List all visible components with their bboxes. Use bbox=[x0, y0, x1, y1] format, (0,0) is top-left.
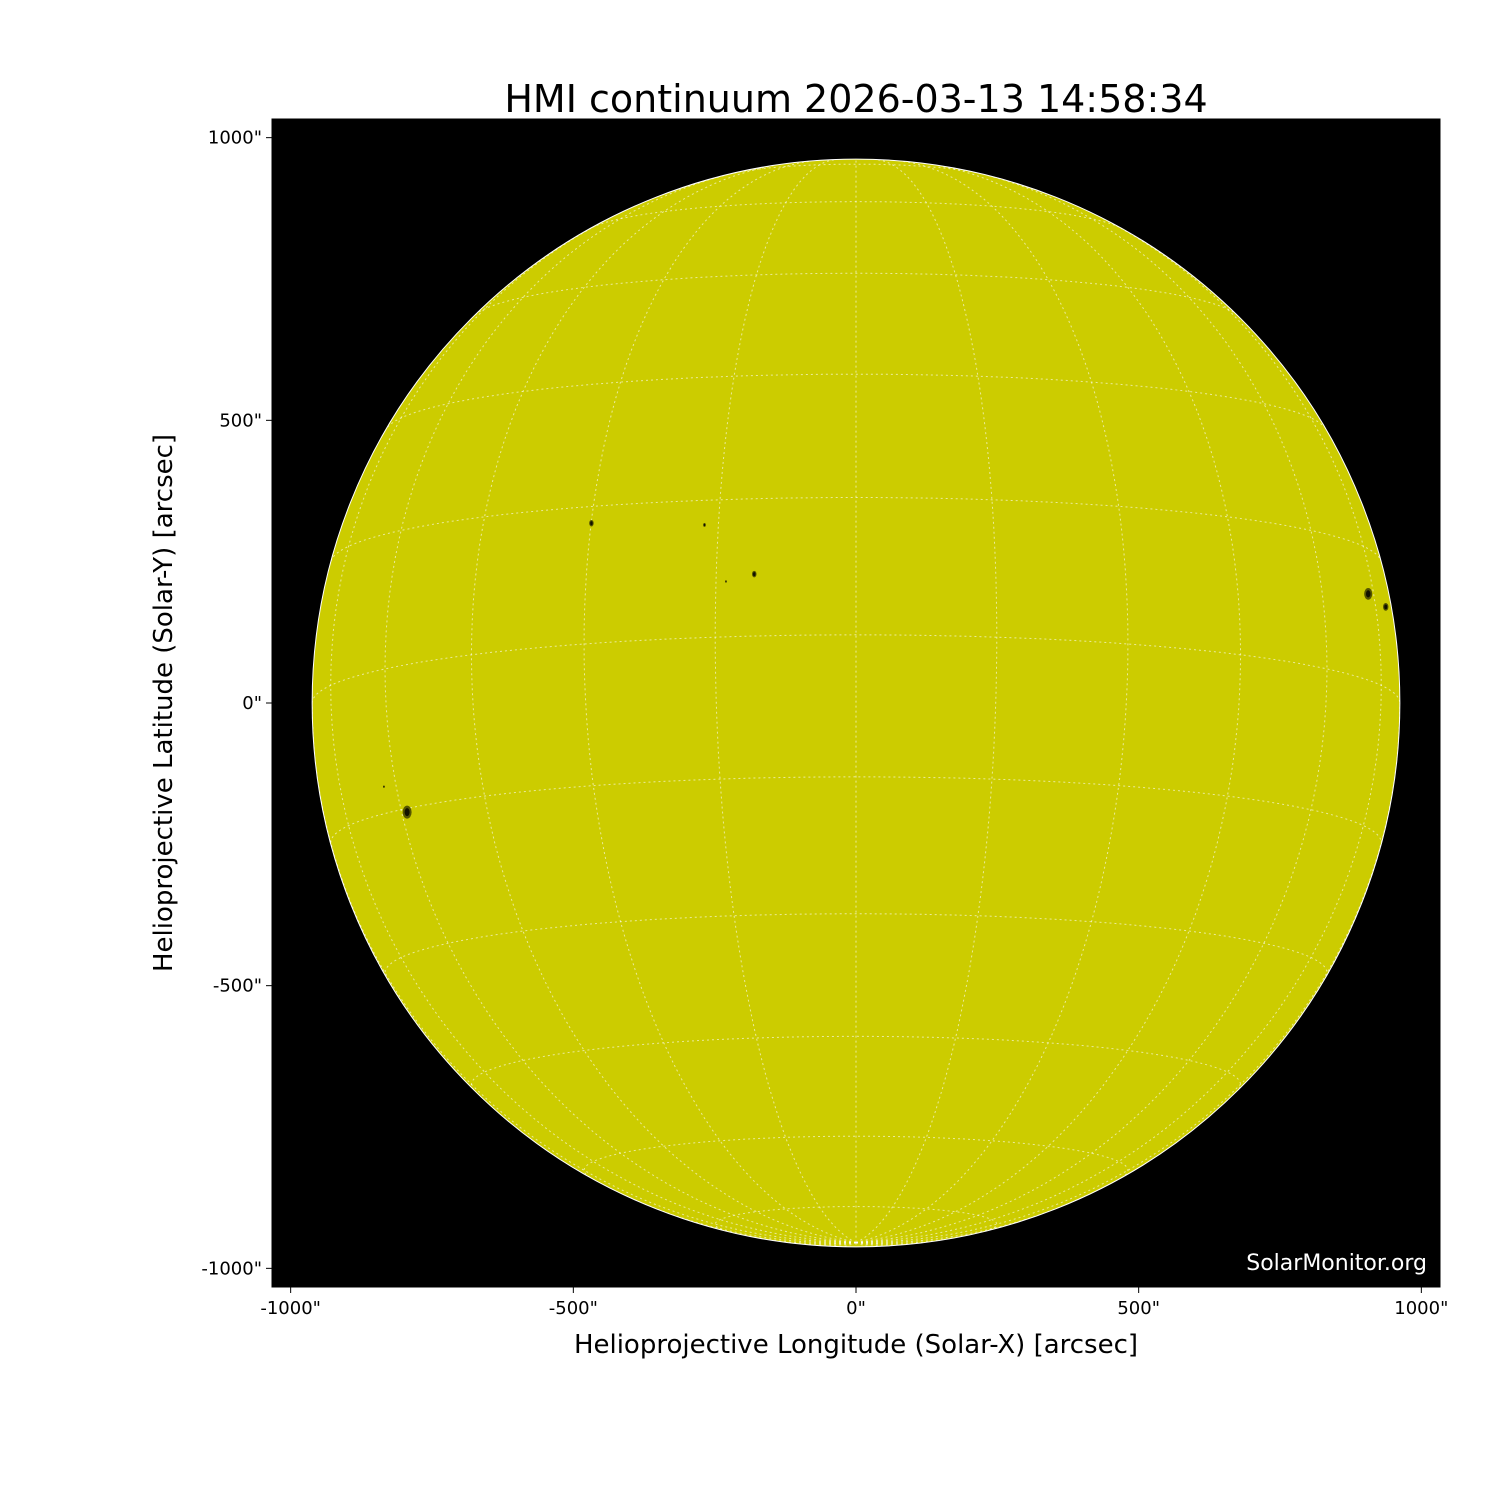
x-tick-label: 0" bbox=[846, 1298, 866, 1319]
grid-latitude-line bbox=[734, 163, 978, 174]
y-ticks: 1000" 500" 0" -500" -1000" bbox=[201, 128, 272, 1279]
x-axis-label: Helioprojective Longitude (Solar-X) [arc… bbox=[574, 1330, 1138, 1360]
grid-longitude-line bbox=[855, 159, 998, 1244]
grid-longitude-line bbox=[855, 702, 1400, 1244]
sunspot-umbra bbox=[703, 523, 706, 527]
grid-longitude-line bbox=[714, 159, 857, 1244]
y-tick-label: 500" bbox=[219, 410, 262, 431]
chart-title: HMI continuum 2026-03-13 14:58:34 bbox=[504, 77, 1207, 121]
sunspot-umbra bbox=[383, 785, 385, 788]
x-tick-label: 1000" bbox=[1394, 1298, 1448, 1319]
y-tick-label: 0" bbox=[242, 693, 262, 714]
sunspot-umbra bbox=[590, 521, 593, 526]
grid-latitude-line bbox=[474, 272, 1238, 316]
x-ticks: -1000" -500" 0" 500" 1000" bbox=[260, 1287, 1448, 1319]
sunspot-umbra bbox=[1384, 604, 1388, 610]
grid-longitude-line bbox=[855, 217, 1382, 1244]
grid-latitude-line bbox=[312, 634, 1400, 704]
sunspot-umbra bbox=[725, 580, 727, 583]
grid-latitude-line bbox=[384, 913, 1328, 978]
sunspot-umbra bbox=[752, 572, 756, 577]
grid-longitude-line bbox=[384, 174, 857, 1244]
y-tick-label: -500" bbox=[213, 976, 262, 997]
grid-longitude-line bbox=[330, 217, 857, 1244]
x-tick-label: 500" bbox=[1117, 1298, 1160, 1319]
grid-longitude-line bbox=[855, 160, 1129, 1244]
watermark: SolarMonitor.org bbox=[1246, 1251, 1427, 1276]
grid-longitude-line bbox=[312, 702, 857, 1244]
solar-disk bbox=[312, 159, 1400, 1247]
grid-longitude-line bbox=[855, 174, 1328, 1244]
x-tick-label: -1000" bbox=[260, 1298, 321, 1319]
grid-latitude-line bbox=[387, 373, 1325, 428]
y-axis-label: Helioprojective Latitude (Solar-Y) [arcs… bbox=[149, 434, 179, 972]
grid-latitude-line bbox=[583, 1135, 1129, 1178]
grid-latitude-line bbox=[470, 1035, 1242, 1090]
y-tick-label: 1000" bbox=[208, 128, 262, 149]
sunspot-umbra bbox=[404, 808, 410, 817]
grid-longitude-line bbox=[583, 160, 857, 1244]
sunspot-umbra bbox=[1365, 590, 1371, 598]
sunspots bbox=[383, 519, 1389, 819]
solar-limb bbox=[311, 158, 1401, 1248]
y-tick-label: -1000" bbox=[201, 1258, 262, 1279]
x-tick-label: -500" bbox=[549, 1298, 598, 1319]
